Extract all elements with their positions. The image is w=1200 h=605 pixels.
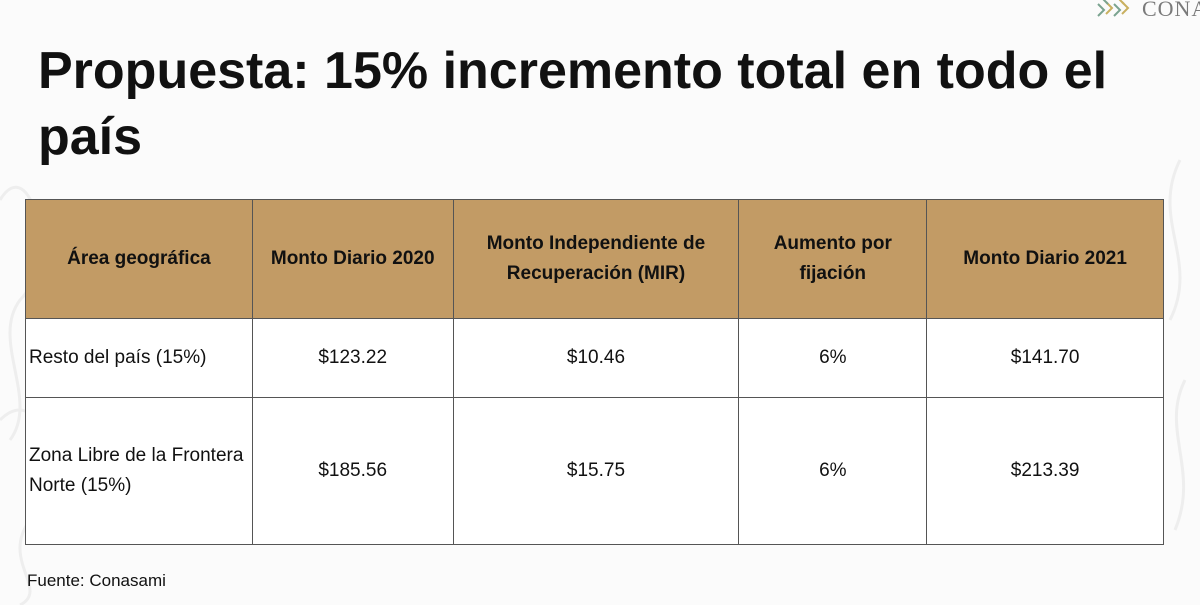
- header-area: Área geográfica: [25, 199, 253, 319]
- cell-area: Resto del país (15%): [25, 318, 253, 398]
- cell-increase: 6%: [738, 318, 928, 398]
- logo-mark-icon: [1097, 0, 1130, 17]
- cell-amount-2020: $123.22: [251, 318, 454, 398]
- slide-title: Propuesta: 15% incremento total en todo …: [38, 42, 1108, 166]
- source-note: Fuente: Conasami: [27, 571, 166, 590]
- cell-amount-2021: $213.39: [926, 397, 1164, 545]
- cell-mir: $10.46: [452, 318, 740, 398]
- cell-amount-2021: $141.70: [926, 318, 1164, 398]
- cell-mir: $15.75: [452, 397, 740, 545]
- cell-area: Zona Libre de la Frontera Norte (15%): [25, 397, 253, 545]
- header-amount-2020: Monto Diario 2020: [251, 199, 454, 319]
- header-increase: Aumento por fijación: [738, 199, 928, 319]
- wage-table: Área geográfica Monto Diario 2020 Monto …: [25, 199, 1164, 545]
- cell-increase: 6%: [738, 397, 928, 545]
- conasami-logo: CONA: [1094, 0, 1200, 22]
- logo-text: CONA: [1142, 0, 1200, 21]
- header-mir: Monto Independiente de Recuperación (MIR…: [452, 199, 740, 319]
- table-header-row: Área geográfica Monto Diario 2020 Monto …: [25, 199, 1164, 319]
- table-row: Zona Libre de la Frontera Norte (15%) $1…: [25, 397, 1164, 545]
- header-amount-2021: Monto Diario 2021: [926, 199, 1164, 319]
- cell-amount-2020: $185.56: [251, 397, 454, 545]
- table-row: Resto del país (15%) $123.22 $10.46 6% $…: [25, 318, 1164, 398]
